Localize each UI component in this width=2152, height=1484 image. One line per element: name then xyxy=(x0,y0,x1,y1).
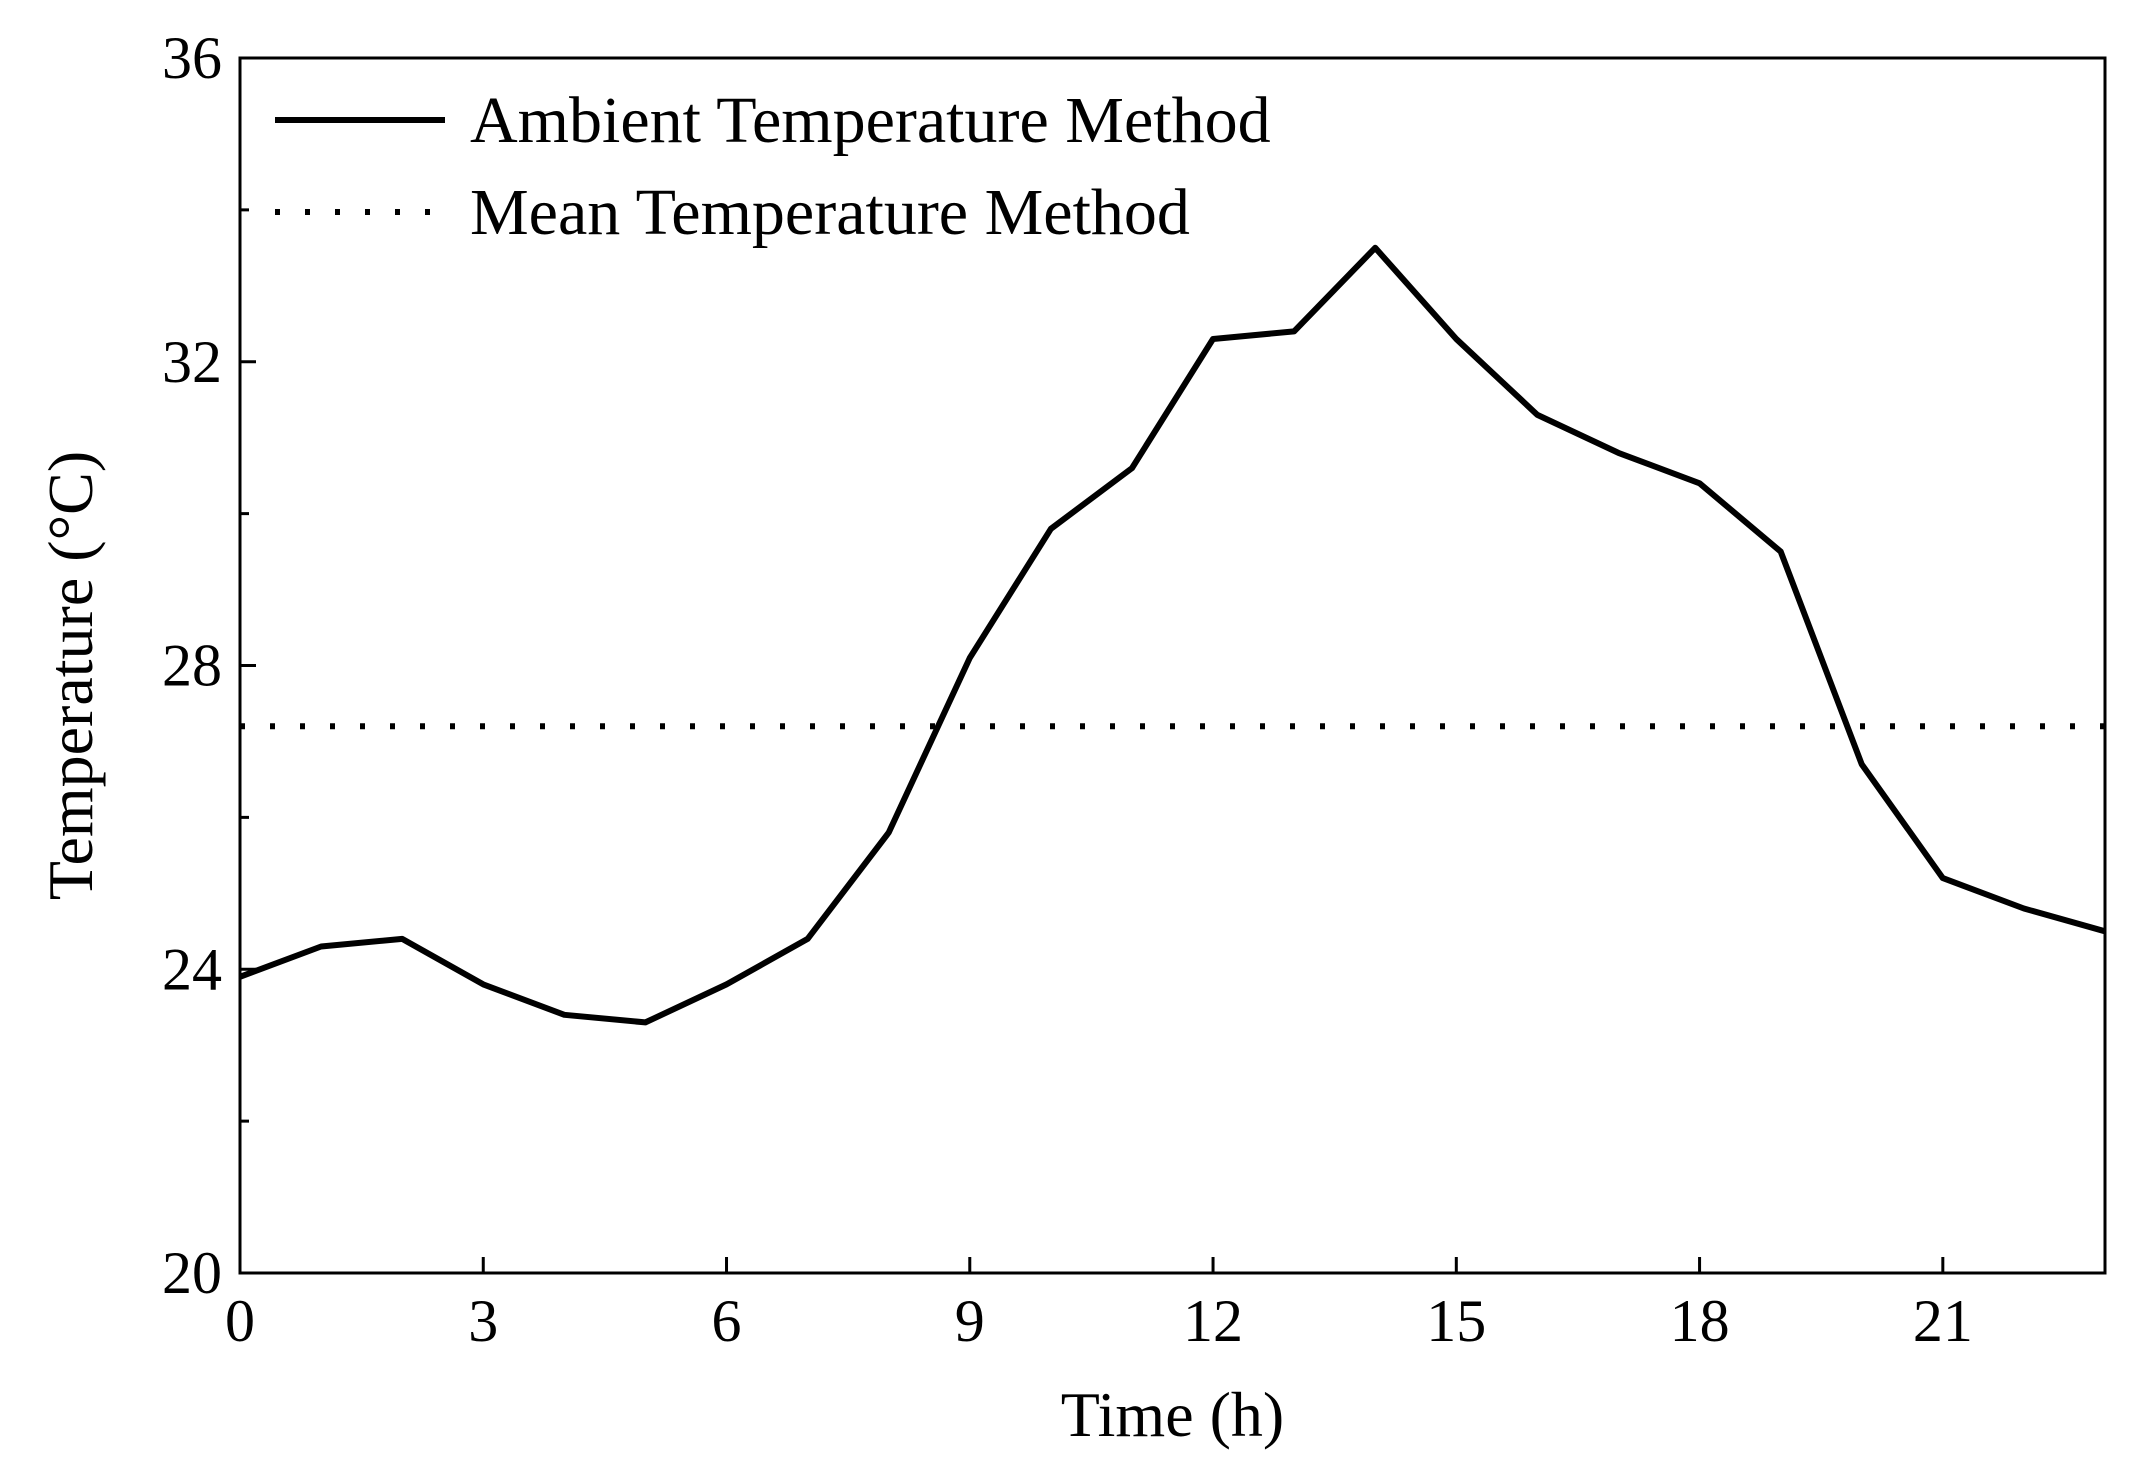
x-tick-label: 9 xyxy=(955,1288,985,1354)
y-axis-title: Temperature (°C) xyxy=(35,451,106,900)
ambient-temperature-line xyxy=(238,244,2106,1026)
y-tick-label: 20 xyxy=(162,1240,222,1306)
series-layer xyxy=(238,244,2106,1026)
x-tick-label: 15 xyxy=(1426,1288,1486,1354)
x-tick-label: 12 xyxy=(1183,1288,1243,1354)
x-tick-label: 21 xyxy=(1913,1288,1973,1354)
legend-label: Ambient Temperature Method xyxy=(470,84,1271,157)
y-tick-label: 32 xyxy=(162,329,222,395)
plot-frame xyxy=(238,56,2107,1275)
x-axis-title: Time (h) xyxy=(1061,1379,1284,1450)
y-axis-ticks: 20 24 28 32 36 xyxy=(162,25,256,1306)
y-tick-label: 36 xyxy=(162,25,222,91)
y-tick-label: 28 xyxy=(162,633,222,699)
x-tick-label: 18 xyxy=(1670,1288,1730,1354)
x-tick-label: 6 xyxy=(712,1288,742,1354)
legend: Ambient Temperature Method Mean Temperatu… xyxy=(275,84,1271,249)
x-tick-label: 3 xyxy=(468,1288,498,1354)
y-tick-label: 24 xyxy=(162,936,222,1002)
legend-label: Mean Temperature Method xyxy=(470,176,1190,249)
x-tick-label: 0 xyxy=(225,1288,255,1354)
x-axis-ticks: 0 3 6 9 12 15 18 21 xyxy=(225,1257,1973,1354)
